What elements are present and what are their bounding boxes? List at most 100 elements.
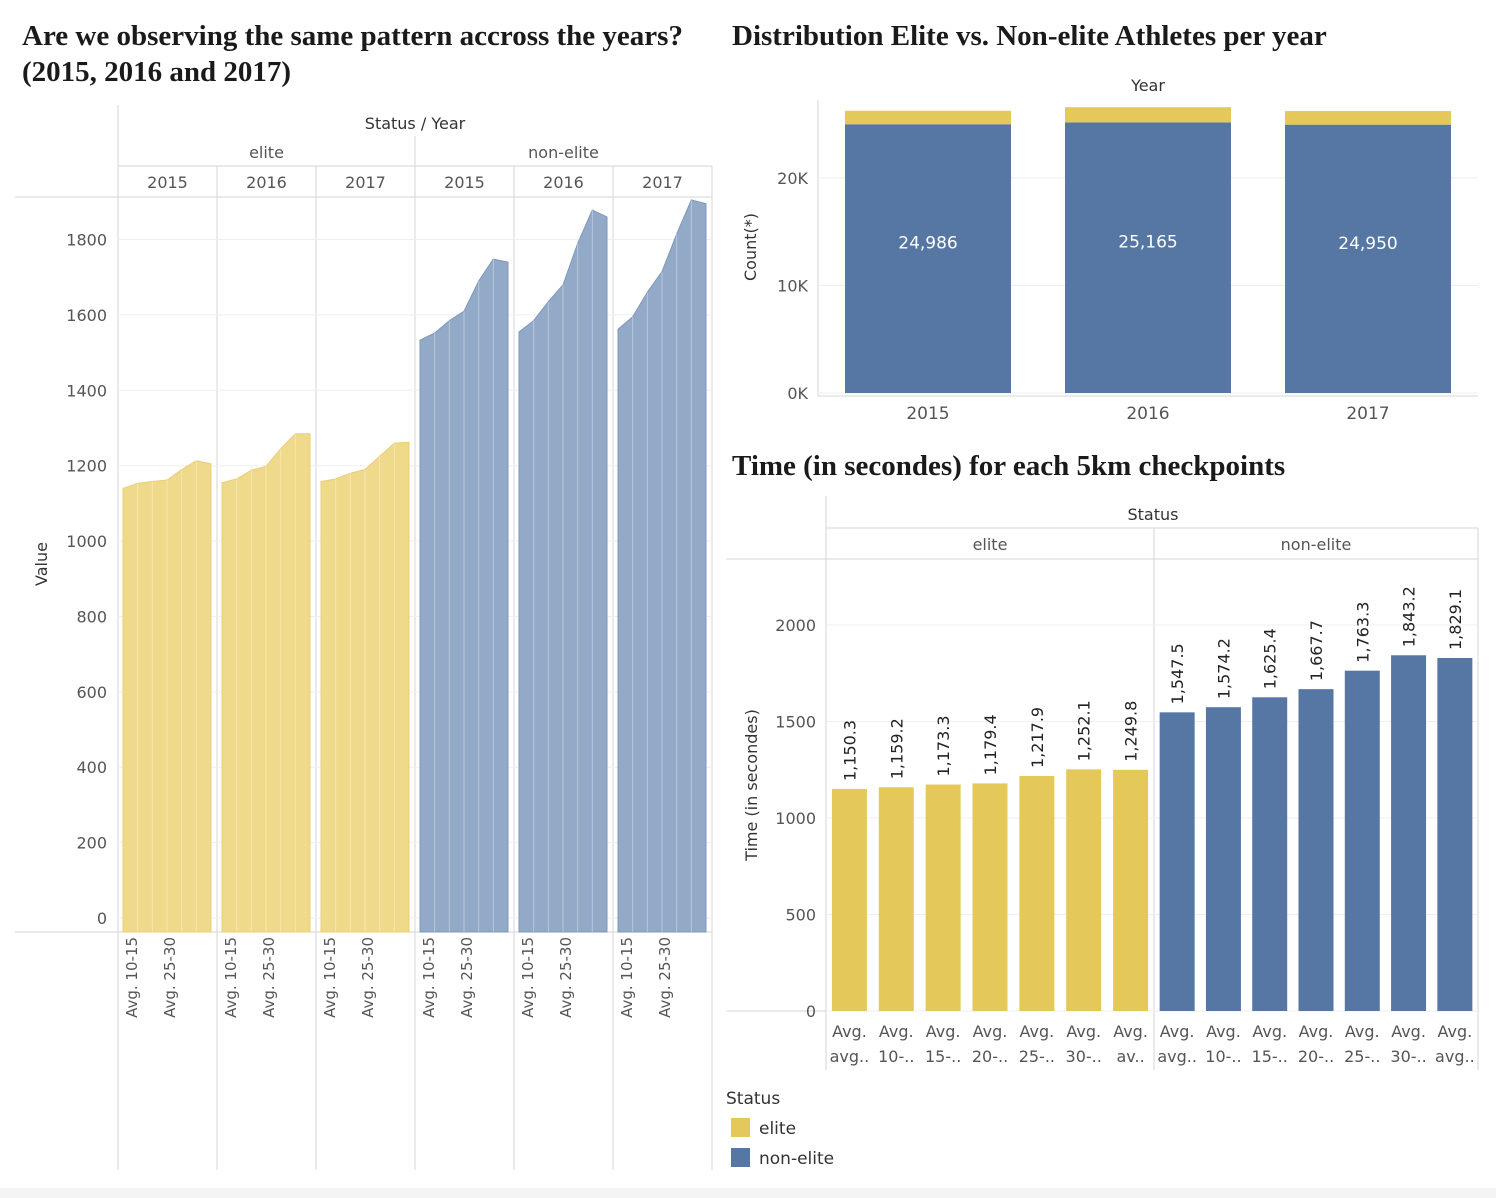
bars-xtick-label: Avg. [926, 1022, 961, 1041]
bars-xtick-label: Avg. [1299, 1022, 1334, 1041]
area-xtick-label: Avg. 25-30 [656, 937, 674, 1018]
stacked-bar-elite [845, 110, 1011, 125]
bar-value-label: 1,763.3 [1353, 602, 1372, 663]
legend-swatch [731, 1118, 750, 1137]
area-year-header: 2017 [642, 173, 683, 192]
bar-elite [1066, 769, 1102, 1011]
bars-xtick-label: 25-.. [1019, 1047, 1055, 1066]
area-xtick-label: Avg. 25-30 [359, 937, 377, 1018]
bars-xtick-label: 15-.. [1252, 1047, 1288, 1066]
area-xtick-label: Avg. 25-30 [161, 937, 179, 1018]
stacked-xtick-label: 2017 [1346, 404, 1389, 424]
area-xtick-label: Avg. 25-30 [557, 937, 575, 1018]
legend-title: Status [726, 1089, 780, 1109]
area-series-elite-2017 [320, 441, 410, 933]
bar-chart-title: Time (in secondes) for each 5km checkpoi… [732, 450, 1286, 482]
bar-non-elite [1205, 707, 1241, 1011]
bar-value-label: 1,843.2 [1400, 586, 1419, 647]
area-ytick-label: 200 [76, 834, 107, 853]
stacked-bar-label: 24,950 [1338, 234, 1397, 254]
bars-ytick-label: 1500 [775, 713, 816, 732]
bars-xtick-label: 10-.. [1205, 1047, 1241, 1066]
stacked-ytick-label: 0K [787, 384, 808, 403]
area-year-header: 2015 [147, 173, 188, 192]
area-xtick-label: Avg. 10-15 [222, 937, 240, 1018]
bars-xtick-label: Avg. [1113, 1022, 1148, 1041]
stacked-bar-label: 25,165 [1118, 233, 1177, 253]
bar-value-label: 1,150.3 [840, 720, 859, 781]
area-ylabel: Value [32, 542, 51, 586]
stacked-xtick-label: 2016 [1126, 404, 1169, 424]
area-year-header: 2016 [543, 173, 584, 192]
bars-xtick-label: av.. [1116, 1047, 1144, 1066]
bar-value-label: 1,829.1 [1446, 589, 1465, 650]
bar-value-label: 1,547.5 [1168, 643, 1187, 704]
area-xtick-label: Avg. 10-15 [321, 937, 339, 1018]
legend-label: non-elite [759, 1149, 834, 1169]
bar-value-label: 1,252.1 [1075, 700, 1094, 761]
area-year-header: 2015 [444, 173, 485, 192]
bar-value-label: 1,217.9 [1028, 707, 1047, 768]
area-status-header: elite [249, 143, 284, 162]
stacked-ytick-label: 10K [777, 276, 808, 295]
bar-non-elite [1252, 697, 1288, 1011]
area-series-non-elite-2016 [518, 209, 608, 933]
area-year-header: 2017 [345, 173, 386, 192]
area-ytick-label: 1800 [66, 231, 107, 250]
area-xtick-label: Avg. 10-15 [618, 937, 636, 1018]
bar-elite [925, 784, 961, 1011]
area-xtick-label: Avg. 25-30 [458, 937, 476, 1018]
bars-xtick-label: Avg. [1437, 1022, 1472, 1041]
stacked-bar-non-elite [1065, 122, 1231, 393]
bars-xtick-label: avg.. [1435, 1047, 1475, 1066]
bar-value-label: 1,179.4 [981, 714, 1000, 775]
bars-xtick-label: Avg. [1345, 1022, 1380, 1041]
bar-elite [831, 788, 867, 1011]
area-chart-title: Are we observing the same pattern accros… [22, 20, 683, 88]
bars-status-header: non-elite [1281, 535, 1352, 554]
bars-xtick-label: 30-.. [1390, 1047, 1426, 1066]
bottom-strip [0, 1188, 1496, 1198]
bar-non-elite [1437, 657, 1473, 1011]
bars-xtick-label: 25-.. [1344, 1047, 1380, 1066]
bars-status-header: elite [973, 535, 1008, 554]
bars-xtick-label: 20-.. [1298, 1047, 1334, 1066]
area-ytick-label: 1000 [66, 532, 107, 551]
area-ytick-label: 1600 [66, 306, 107, 325]
bar-value-label: 1,574.2 [1214, 638, 1233, 699]
bar-value-label: 1,667.7 [1307, 620, 1326, 681]
stacked-bar-non-elite [1285, 124, 1451, 394]
bar-elite [972, 783, 1008, 1011]
bars-xtick-label: Avg. [1391, 1022, 1426, 1041]
bars-xtick-label: 15-.. [925, 1047, 961, 1066]
bar-non-elite [1159, 712, 1195, 1011]
bar-non-elite [1298, 689, 1334, 1011]
stacked-ytick-label: 20K [777, 169, 808, 188]
legend-swatch [731, 1148, 750, 1167]
bar-non-elite [1391, 655, 1427, 1011]
bars-header: Status [1128, 505, 1179, 524]
area-xtick-label: Avg. 25-30 [260, 937, 278, 1018]
bars-xtick-label: Avg. [1019, 1022, 1054, 1041]
bar-value-label: 1,625.4 [1261, 628, 1280, 689]
area-ytick-label: 1200 [66, 457, 107, 476]
bars-xtick-label: Avg. [1066, 1022, 1101, 1041]
area-xtick-label: Avg. 10-15 [519, 937, 537, 1018]
bar-elite [1113, 769, 1149, 1011]
bars-xtick-label: Avg. [1252, 1022, 1287, 1041]
area-header: Status / Year [365, 114, 466, 133]
area-status-header: non-elite [528, 143, 599, 162]
area-ytick-label: 1400 [66, 381, 107, 400]
stacked-chart-title: Distribution Elite vs. Non-elite Athlete… [732, 20, 1327, 52]
area-year-header: 2016 [246, 173, 287, 192]
area-ytick-label: 0 [97, 909, 107, 928]
area-series-non-elite-2015 [419, 258, 509, 933]
stacked-bar-elite [1285, 111, 1451, 125]
stacked-header: Year [1130, 76, 1165, 95]
bars-ylabel: Time (in secondes) [742, 709, 761, 862]
stacked-bar-non-elite [845, 124, 1011, 393]
bar-non-elite [1344, 670, 1380, 1011]
bars-ytick-label: 2000 [775, 616, 816, 635]
area-series-elite-2015 [122, 460, 212, 933]
